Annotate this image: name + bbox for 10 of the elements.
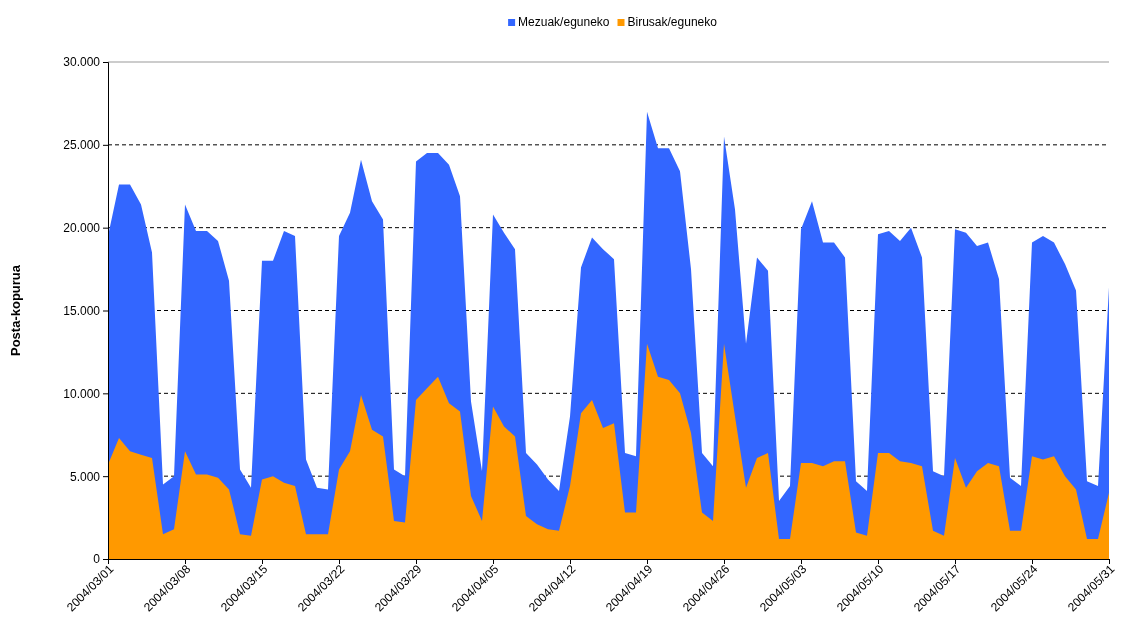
y-tick-label: 30.000 [63,55,101,70]
y-tick-label: 20.000 [63,221,101,236]
y-tick-label: 10.000 [63,386,101,401]
legend-label: Birusak/eguneko [627,15,718,29]
y-axis-title: Posta-kopurua [8,264,23,357]
y-tick-label: 15.000 [63,303,101,318]
legend-label: Mezuak/eguneko [518,15,610,29]
y-tick-label: 5.000 [69,469,101,484]
y-tick-label: 25.000 [63,138,101,153]
y-tick-label: 0 [93,552,101,567]
